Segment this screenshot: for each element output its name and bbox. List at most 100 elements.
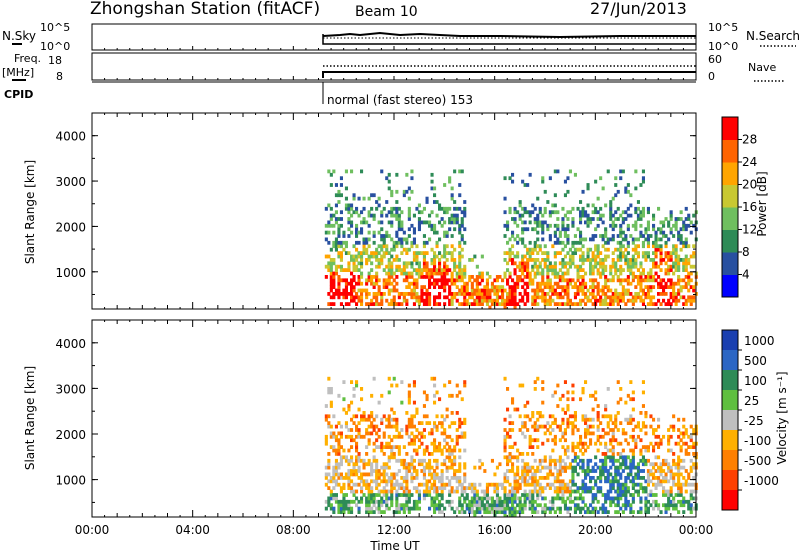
range-gate-cell xyxy=(616,472,620,477)
range-gate-cell xyxy=(455,438,459,443)
range-gate-cell xyxy=(410,414,414,419)
range-gate-cell xyxy=(566,298,570,303)
range-gate-cell xyxy=(531,268,535,272)
range-gate-cell xyxy=(392,247,396,252)
range-gate-cell xyxy=(365,240,369,245)
range-gate-cell xyxy=(682,476,686,480)
range-gate-cell xyxy=(636,510,640,514)
range-gate-cell xyxy=(692,298,696,303)
range-gate-cell xyxy=(604,414,608,419)
range-gate-cell xyxy=(558,510,562,514)
range-gate-cell xyxy=(558,462,562,467)
range-gate-cell xyxy=(553,261,557,266)
range-gate-cell xyxy=(568,210,572,215)
range-gate-cell xyxy=(513,261,517,266)
range-gate-cell xyxy=(521,493,525,497)
range-gate-cell xyxy=(392,455,396,460)
range-gate-cell xyxy=(488,275,492,279)
range-gate-cell xyxy=(541,213,545,218)
range-gate-cell xyxy=(460,302,464,306)
range-gate-cell xyxy=(430,261,434,266)
range-gate-cell xyxy=(425,397,429,402)
range-gate-cell xyxy=(573,465,577,470)
range-gate-cell xyxy=(669,472,673,477)
range-gate-cell xyxy=(692,482,696,487)
range-gate-cell xyxy=(435,200,439,204)
range-gate-cell xyxy=(601,428,605,432)
range-gate-cell xyxy=(375,278,379,283)
range-gate-cell xyxy=(591,496,595,501)
range-gate-cell xyxy=(410,189,414,194)
range-gate-cell xyxy=(375,438,379,443)
range-gate-cell xyxy=(357,254,361,259)
range-gate-cell xyxy=(395,189,399,194)
range-gate-cell xyxy=(594,455,598,460)
range-gate-cell xyxy=(448,448,452,453)
range-gate-cell xyxy=(672,458,676,463)
range-gate-cell xyxy=(667,441,671,446)
range-gate-cell xyxy=(609,213,613,218)
range-gate-cell xyxy=(536,244,540,249)
range-gate-cell xyxy=(526,469,530,473)
range-gate-cell xyxy=(513,476,517,480)
range-gate-cell xyxy=(629,472,633,477)
range-gate-cell xyxy=(339,217,343,221)
range-gate-cell xyxy=(531,247,535,252)
range-gate-cell xyxy=(654,302,658,306)
range-gate-cell xyxy=(362,472,366,477)
range-gate-cell xyxy=(636,278,640,283)
range-gate-cell xyxy=(372,292,376,296)
velocity-data-cells xyxy=(324,376,698,518)
range-gate-cell xyxy=(631,465,635,470)
range-gate-cell xyxy=(646,206,650,211)
range-gate-cell xyxy=(604,407,608,412)
range-gate-cell xyxy=(508,251,512,255)
range-gate-cell xyxy=(453,476,457,480)
range-gate-cell xyxy=(372,302,376,306)
range-gate-cell xyxy=(380,510,384,514)
colorbar-segment xyxy=(722,229,738,253)
range-gate-cell xyxy=(405,503,409,508)
range-gate-cell xyxy=(327,462,331,467)
range-gate-cell xyxy=(536,264,540,269)
range-gate-cell xyxy=(662,220,666,225)
range-gate-cell xyxy=(644,506,648,511)
range-gate-cell xyxy=(327,240,331,245)
range-gate-cell xyxy=(579,213,583,218)
range-gate-cell xyxy=(646,237,650,242)
range-gate-cell xyxy=(382,499,386,504)
range-gate-cell xyxy=(546,264,550,269)
range-gate-cell xyxy=(581,482,585,487)
range-gate-cell xyxy=(677,472,681,477)
range-gate-cell xyxy=(599,434,603,439)
range-gate-cell xyxy=(440,489,444,494)
range-gate-cell xyxy=(367,213,371,218)
range-gate-cell xyxy=(652,285,656,289)
range-gate-cell xyxy=(365,496,369,501)
range-gate-cell xyxy=(528,441,532,446)
range-gate-cell xyxy=(551,292,555,296)
range-gate-cell xyxy=(412,278,416,283)
range-gate-cell xyxy=(662,458,666,463)
range-gate-cell xyxy=(634,441,638,446)
range-gate-cell xyxy=(629,503,633,508)
range-gate-cell xyxy=(576,275,580,279)
range-gate-cell xyxy=(463,206,467,211)
range-gate-cell xyxy=(350,434,354,439)
range-gate-cell xyxy=(543,261,547,266)
range-gate-cell xyxy=(518,217,522,221)
range-gate-cell xyxy=(337,254,341,259)
range-gate-cell xyxy=(337,510,341,514)
range-gate-cell xyxy=(417,220,421,225)
range-gate-cell xyxy=(435,462,439,467)
range-gate-cell xyxy=(400,493,404,497)
range-gate-cell xyxy=(400,476,404,480)
range-gate-cell xyxy=(536,496,540,501)
range-gate-cell xyxy=(422,302,426,306)
range-gate-cell xyxy=(609,268,613,272)
range-gate-cell xyxy=(425,479,429,484)
range-gate-cell xyxy=(327,220,331,225)
range-gate-cell xyxy=(626,465,630,470)
range-gate-cell xyxy=(339,264,343,269)
range-gate-cell xyxy=(430,210,434,215)
